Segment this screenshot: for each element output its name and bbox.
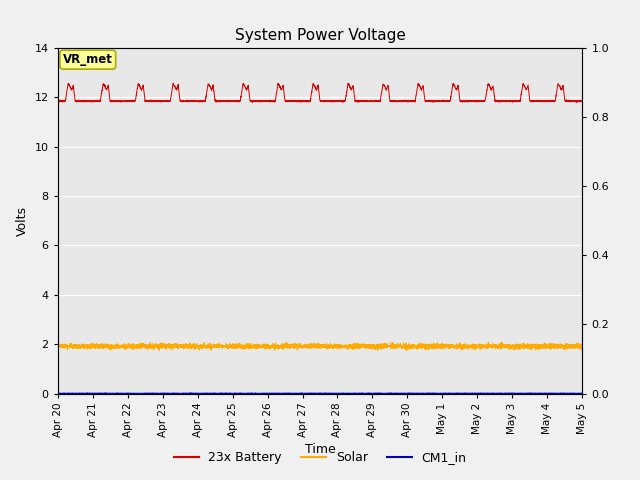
- Y-axis label: Volts: Volts: [16, 206, 29, 236]
- X-axis label: Time: Time: [305, 443, 335, 456]
- Text: VR_met: VR_met: [63, 53, 113, 66]
- Legend: 23x Battery, Solar, CM1_in: 23x Battery, Solar, CM1_in: [168, 446, 472, 469]
- Title: System Power Voltage: System Power Voltage: [235, 28, 405, 43]
